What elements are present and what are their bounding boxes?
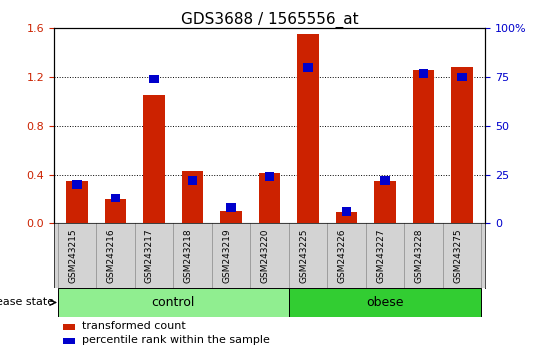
Bar [226,204,236,212]
Text: percentile rank within the sample: percentile rank within the sample [82,335,270,345]
Text: control: control [151,296,195,309]
Bar [149,75,159,84]
Bar [419,69,429,78]
Bar [303,63,313,72]
Bar [110,194,120,202]
Bar [457,73,467,81]
Bar [289,289,481,316]
Text: GSM243225: GSM243225 [299,229,308,283]
Text: GSM243215: GSM243215 [68,229,77,283]
Text: GSM243226: GSM243226 [337,229,347,283]
Bar [342,207,351,216]
Bar [298,34,319,223]
Bar [336,212,357,223]
Bar [143,95,164,223]
Text: GSM243227: GSM243227 [376,229,385,283]
Title: GDS3688 / 1565556_at: GDS3688 / 1565556_at [181,12,358,28]
Text: GSM243217: GSM243217 [145,229,154,283]
Text: disease state: disease state [0,297,54,308]
Bar [259,173,280,223]
Bar [63,338,75,344]
Bar [58,289,289,316]
Text: obese: obese [366,296,404,309]
Bar [66,181,87,223]
Bar [452,67,473,223]
Bar [182,171,203,223]
Bar [188,176,197,185]
Text: GSM243275: GSM243275 [453,229,462,283]
Text: GSM243216: GSM243216 [107,229,115,283]
Bar [413,70,434,223]
Bar [72,180,82,189]
Bar [105,199,126,223]
Bar [375,181,396,223]
Bar [380,176,390,185]
Bar [63,324,75,330]
Text: GSM243218: GSM243218 [183,229,192,283]
Bar [220,211,241,223]
Text: transformed count: transformed count [82,321,185,331]
Bar [265,172,274,181]
Text: GSM243219: GSM243219 [222,229,231,283]
Text: GSM243220: GSM243220 [260,229,270,283]
Text: GSM243228: GSM243228 [414,229,424,283]
